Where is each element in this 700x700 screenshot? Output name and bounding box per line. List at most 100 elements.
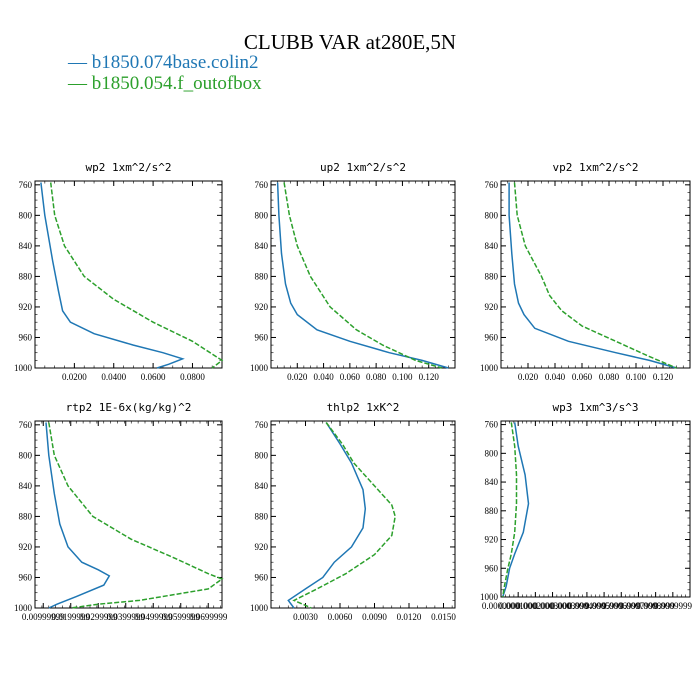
y-tick-label: 840 xyxy=(19,481,33,491)
x-tick-label: 0.0699999 xyxy=(189,612,228,622)
y-tick-label: 800 xyxy=(19,450,33,460)
series-line-0 xyxy=(501,422,530,598)
panel-title: rtp2 1E-6x(kg/kg)^2 xyxy=(66,401,192,414)
y-tick-label: 920 xyxy=(255,542,269,552)
y-tick-label: 960 xyxy=(19,572,33,582)
legend-item-base: — b1850.074base.colin2 xyxy=(68,52,259,74)
x-tick-label: 0.0199999 xyxy=(52,612,91,622)
series-line-1 xyxy=(513,182,677,369)
panel-title: up2 1xm^2/s^2 xyxy=(320,161,406,174)
series-line-0 xyxy=(45,422,111,609)
plot-frame xyxy=(34,420,223,609)
y-tick-label: 760 xyxy=(485,420,499,430)
x-tick-label: 0.0030 xyxy=(293,612,318,622)
y-tick-label: 920 xyxy=(485,302,499,312)
y-tick-label: 1000 xyxy=(250,363,269,373)
panel-2: vp2 1xm^2/s^2 760 800 840 880 920 960 1000 0.020… xyxy=(480,161,691,382)
x-tick-label: 0.080 xyxy=(599,372,620,382)
x-tick-label: 0.0399999 xyxy=(107,612,146,622)
series-line-1 xyxy=(283,182,443,369)
x-tick-label: 0.0004999 xyxy=(568,601,607,611)
x-tick-label: 0.100 xyxy=(626,372,647,382)
x-tick-label: 0.0499999 xyxy=(134,612,173,622)
x-tick-label: 0.020 xyxy=(287,372,308,382)
y-tick-label: 880 xyxy=(255,511,269,521)
y-tick-label: 1000 xyxy=(480,363,499,373)
series-line-1 xyxy=(49,182,224,369)
series-line-1 xyxy=(292,422,396,609)
y-tick-label: 800 xyxy=(255,210,269,220)
x-tick-label: 0.100 xyxy=(392,372,413,382)
y-tick-label: 880 xyxy=(485,506,499,516)
series-line-1 xyxy=(48,422,224,609)
series-line-0 xyxy=(276,182,449,369)
y-tick-label: 760 xyxy=(485,180,499,190)
panel-5: wp3 1xm^3/s^376080084088092096010000.000… xyxy=(480,401,692,611)
plot-frame xyxy=(500,180,691,369)
panel-title: wp2 1xm^2/s^2 xyxy=(85,161,171,174)
y-tick-label: 840 xyxy=(485,241,499,251)
y-tick-label: 800 xyxy=(19,210,33,220)
legend-label: b1850.074base.colin2 xyxy=(91,52,259,73)
x-tick-label: 0.0008999 xyxy=(637,601,676,611)
y-tick-label: 960 xyxy=(485,332,499,342)
y-tick-label: 800 xyxy=(485,448,499,458)
y-tick-label: 920 xyxy=(255,302,269,312)
y-tick-label: 920 xyxy=(19,542,33,552)
x-tick-label: 0.0009999 xyxy=(654,601,693,611)
x-tick-label: 0.0120 xyxy=(397,612,422,622)
x-tick-label: 0.020 xyxy=(518,372,539,382)
x-tick-label: 0.0400 xyxy=(101,372,126,382)
y-tick-label: 840 xyxy=(485,477,499,487)
plot-frame xyxy=(500,420,691,598)
y-tick-label: 1000 xyxy=(250,603,269,613)
x-tick-label: 0.0200 xyxy=(62,372,87,382)
y-tick-label: 960 xyxy=(19,332,33,342)
y-tick-label: 760 xyxy=(19,180,33,190)
y-tick-label: 880 xyxy=(255,271,269,281)
panel-title: wp3 1xm^3/s^3 xyxy=(552,401,638,414)
y-tick-label: 840 xyxy=(255,241,269,251)
x-tick-label: 0.0000000 xyxy=(482,601,521,611)
x-tick-label: 0.0090 xyxy=(362,612,387,622)
y-tick-label: 960 xyxy=(255,572,269,582)
series-line-0 xyxy=(508,182,677,369)
y-tick-label: 920 xyxy=(485,535,499,545)
x-tick-label: 0.0060 xyxy=(328,612,353,622)
panel-4: thlp2 1xK^2 760 800 840 880 920 960 1000 0.0030 0… xyxy=(250,401,456,622)
x-tick-label: 0.040 xyxy=(313,372,334,382)
series-line-0 xyxy=(287,422,367,609)
plot-frame xyxy=(270,420,456,609)
y-tick-label: 880 xyxy=(19,511,33,521)
x-tick-label: 0.120 xyxy=(653,372,674,382)
x-tick-label: 0.00999999 xyxy=(22,612,65,622)
legend-item-outofbox: — b1850.054.f_outofbox xyxy=(68,73,262,95)
y-tick-label: 1000 xyxy=(14,363,33,373)
y-tick-label: 1000 xyxy=(480,592,499,602)
y-tick-label: 800 xyxy=(485,210,499,220)
x-tick-label: 0.040 xyxy=(545,372,566,382)
y-tick-label: 840 xyxy=(19,241,33,251)
y-tick-label: 1000 xyxy=(14,603,33,613)
legend-line-icon: — xyxy=(68,73,92,94)
x-tick-label: 0.0600 xyxy=(141,372,166,382)
plot-frame xyxy=(34,180,223,369)
x-tick-label: 0.0599999 xyxy=(162,612,201,622)
x-tick-label: 0.060 xyxy=(572,372,593,382)
panel-1: up2 1xm^2/s^2 760 800 840 880 920 960 1000 0.020… xyxy=(250,161,456,382)
y-tick-label: 760 xyxy=(19,420,33,430)
x-tick-label: 0.0299999 xyxy=(79,612,118,622)
y-tick-label: 880 xyxy=(485,271,499,281)
y-tick-label: 960 xyxy=(485,563,499,573)
x-tick-label: 0.0003999 xyxy=(551,601,590,611)
panel-0: wp2 1xm^2/s^2 760 800 840 880 920 960 1000 0.020… xyxy=(14,161,224,382)
x-tick-label: 0.0001000 xyxy=(499,601,538,611)
y-tick-label: 920 xyxy=(19,302,33,312)
series-line-0 xyxy=(40,182,185,369)
panel-3: rtp2 1E-6x(kg/kg)^2 760 800 840 880 920 960 100… xyxy=(14,401,228,622)
x-tick-label: 0.0006999 xyxy=(602,601,641,611)
x-tick-label: 0.0002000 xyxy=(516,601,555,611)
y-tick-label: 880 xyxy=(19,271,33,281)
y-tick-label: 800 xyxy=(255,450,269,460)
